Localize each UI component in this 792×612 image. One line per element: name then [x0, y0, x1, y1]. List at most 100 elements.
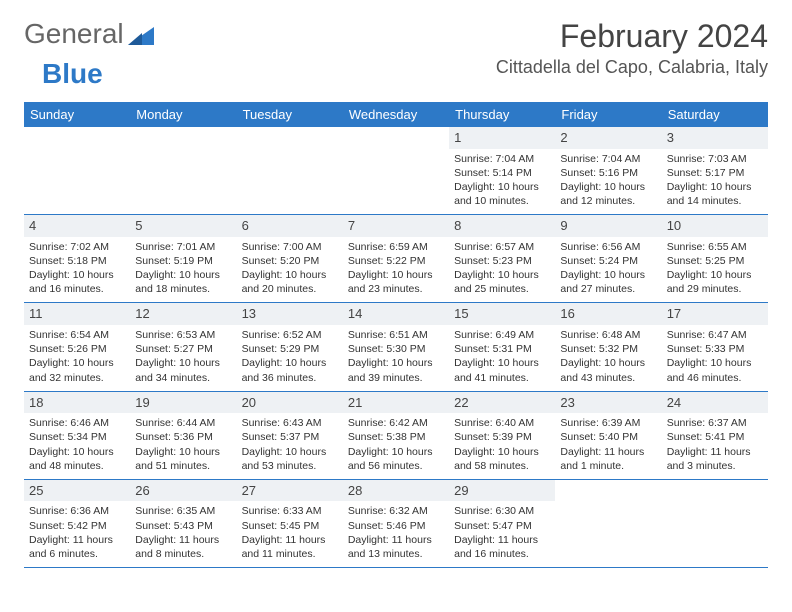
calendar-row: 11Sunrise: 6:54 AMSunset: 5:26 PMDayligh… — [24, 303, 768, 391]
sunset-line: Sunset: 5:47 PM — [454, 519, 550, 533]
daylight-line: Daylight: 11 hours and 8 minutes. — [135, 533, 231, 561]
day-number: 10 — [662, 215, 768, 237]
calendar-body: ....1Sunrise: 7:04 AMSunset: 5:14 PMDayl… — [24, 127, 768, 568]
calendar-cell: . — [24, 127, 130, 214]
day-number: 16 — [555, 303, 661, 325]
calendar-cell: 16Sunrise: 6:48 AMSunset: 5:32 PMDayligh… — [555, 303, 661, 390]
sunset-line: Sunset: 5:31 PM — [454, 342, 550, 356]
sunrise-line: Sunrise: 6:49 AM — [454, 328, 550, 342]
day-number: 24 — [662, 392, 768, 414]
daylight-line: Daylight: 10 hours and 32 minutes. — [29, 356, 125, 384]
day-header-mon: Monday — [130, 102, 236, 127]
daylight-line: Daylight: 10 hours and 10 minutes. — [454, 180, 550, 208]
day-number: 9 — [555, 215, 661, 237]
calendar-cell: 24Sunrise: 6:37 AMSunset: 5:41 PMDayligh… — [662, 392, 768, 479]
day-header-tue: Tuesday — [237, 102, 343, 127]
sunrise-line: Sunrise: 6:32 AM — [348, 504, 444, 518]
sunrise-line: Sunrise: 6:40 AM — [454, 416, 550, 430]
sunset-line: Sunset: 5:46 PM — [348, 519, 444, 533]
sunset-line: Sunset: 5:39 PM — [454, 430, 550, 444]
sunset-line: Sunset: 5:41 PM — [667, 430, 763, 444]
sunrise-line: Sunrise: 7:01 AM — [135, 240, 231, 254]
calendar-cell: . — [662, 480, 768, 567]
day-number: 12 — [130, 303, 236, 325]
calendar-cell: . — [237, 127, 343, 214]
title-block: February 2024 Cittadella del Capo, Calab… — [496, 18, 768, 78]
sunrise-line: Sunrise: 6:30 AM — [454, 504, 550, 518]
calendar-cell: 9Sunrise: 6:56 AMSunset: 5:24 PMDaylight… — [555, 215, 661, 302]
calendar-cell: 18Sunrise: 6:46 AMSunset: 5:34 PMDayligh… — [24, 392, 130, 479]
day-number: 6 — [237, 215, 343, 237]
sunrise-line: Sunrise: 6:35 AM — [135, 504, 231, 518]
calendar-cell: 25Sunrise: 6:36 AMSunset: 5:42 PMDayligh… — [24, 480, 130, 567]
sunrise-line: Sunrise: 6:42 AM — [348, 416, 444, 430]
day-header-thu: Thursday — [449, 102, 555, 127]
day-number: 29 — [449, 480, 555, 502]
daylight-line: Daylight: 10 hours and 25 minutes. — [454, 268, 550, 296]
calendar-cell: 22Sunrise: 6:40 AMSunset: 5:39 PMDayligh… — [449, 392, 555, 479]
day-number: 23 — [555, 392, 661, 414]
calendar-cell: . — [130, 127, 236, 214]
daylight-line: Daylight: 11 hours and 1 minute. — [560, 445, 656, 473]
sunset-line: Sunset: 5:45 PM — [242, 519, 338, 533]
day-number: 14 — [343, 303, 449, 325]
calendar-cell: 4Sunrise: 7:02 AMSunset: 5:18 PMDaylight… — [24, 215, 130, 302]
day-number: 27 — [237, 480, 343, 502]
logo-triangle-icon — [128, 23, 154, 45]
daylight-line: Daylight: 10 hours and 43 minutes. — [560, 356, 656, 384]
sunset-line: Sunset: 5:29 PM — [242, 342, 338, 356]
calendar-row: 4Sunrise: 7:02 AMSunset: 5:18 PMDaylight… — [24, 215, 768, 303]
calendar-cell: 12Sunrise: 6:53 AMSunset: 5:27 PMDayligh… — [130, 303, 236, 390]
calendar-cell: 13Sunrise: 6:52 AMSunset: 5:29 PMDayligh… — [237, 303, 343, 390]
calendar-row: ....1Sunrise: 7:04 AMSunset: 5:14 PMDayl… — [24, 127, 768, 215]
day-number: 21 — [343, 392, 449, 414]
calendar-cell: 29Sunrise: 6:30 AMSunset: 5:47 PMDayligh… — [449, 480, 555, 567]
sunset-line: Sunset: 5:37 PM — [242, 430, 338, 444]
sunrise-line: Sunrise: 6:33 AM — [242, 504, 338, 518]
sunrise-line: Sunrise: 7:03 AM — [667, 152, 763, 166]
sunset-line: Sunset: 5:36 PM — [135, 430, 231, 444]
calendar-row: 18Sunrise: 6:46 AMSunset: 5:34 PMDayligh… — [24, 392, 768, 480]
sunrise-line: Sunrise: 6:46 AM — [29, 416, 125, 430]
day-number: 17 — [662, 303, 768, 325]
sunset-line: Sunset: 5:33 PM — [667, 342, 763, 356]
day-number: 19 — [130, 392, 236, 414]
day-number: 25 — [24, 480, 130, 502]
sunset-line: Sunset: 5:34 PM — [29, 430, 125, 444]
calendar-cell: 15Sunrise: 6:49 AMSunset: 5:31 PMDayligh… — [449, 303, 555, 390]
calendar-row: 25Sunrise: 6:36 AMSunset: 5:42 PMDayligh… — [24, 480, 768, 568]
daylight-line: Daylight: 11 hours and 6 minutes. — [29, 533, 125, 561]
calendar-cell: 1Sunrise: 7:04 AMSunset: 5:14 PMDaylight… — [449, 127, 555, 214]
calendar-header-row: Sunday Monday Tuesday Wednesday Thursday… — [24, 102, 768, 127]
sunrise-line: Sunrise: 6:54 AM — [29, 328, 125, 342]
logo: General — [24, 18, 154, 50]
day-number: 11 — [24, 303, 130, 325]
day-number: 20 — [237, 392, 343, 414]
daylight-line: Daylight: 11 hours and 11 minutes. — [242, 533, 338, 561]
daylight-line: Daylight: 10 hours and 14 minutes. — [667, 180, 763, 208]
calendar-cell: 26Sunrise: 6:35 AMSunset: 5:43 PMDayligh… — [130, 480, 236, 567]
calendar-cell: 27 Sunrise: 6:33 AMSunset: 5:45 PMDayligh… — [237, 480, 343, 567]
calendar-cell: 23Sunrise: 6:39 AMSunset: 5:40 PMDayligh… — [555, 392, 661, 479]
sunrise-line: Sunrise: 6:52 AM — [242, 328, 338, 342]
day-number: 1 — [449, 127, 555, 149]
sunset-line: Sunset: 5:25 PM — [667, 254, 763, 268]
day-number: 2 — [555, 127, 661, 149]
sunrise-line: Sunrise: 7:04 AM — [454, 152, 550, 166]
day-header-fri: Friday — [555, 102, 661, 127]
daylight-line: Daylight: 10 hours and 53 minutes. — [242, 445, 338, 473]
daylight-line: Daylight: 10 hours and 48 minutes. — [29, 445, 125, 473]
calendar-cell: 8Sunrise: 6:57 AMSunset: 5:23 PMDaylight… — [449, 215, 555, 302]
day-number: 15 — [449, 303, 555, 325]
calendar-cell: 2Sunrise: 7:04 AMSunset: 5:16 PMDaylight… — [555, 127, 661, 214]
calendar-cell: 6Sunrise: 7:00 AMSunset: 5:20 PMDaylight… — [237, 215, 343, 302]
calendar-cell: 7Sunrise: 6:59 AMSunset: 5:22 PMDaylight… — [343, 215, 449, 302]
logo-text-general: General — [24, 18, 124, 50]
day-header-sun: Sunday — [24, 102, 130, 127]
sunrise-line: Sunrise: 7:00 AM — [242, 240, 338, 254]
day-header-wed: Wednesday — [343, 102, 449, 127]
calendar-cell: 17Sunrise: 6:47 AMSunset: 5:33 PMDayligh… — [662, 303, 768, 390]
sunset-line: Sunset: 5:26 PM — [29, 342, 125, 356]
sunrise-line: Sunrise: 7:02 AM — [29, 240, 125, 254]
calendar-cell: 20Sunrise: 6:43 AMSunset: 5:37 PMDayligh… — [237, 392, 343, 479]
